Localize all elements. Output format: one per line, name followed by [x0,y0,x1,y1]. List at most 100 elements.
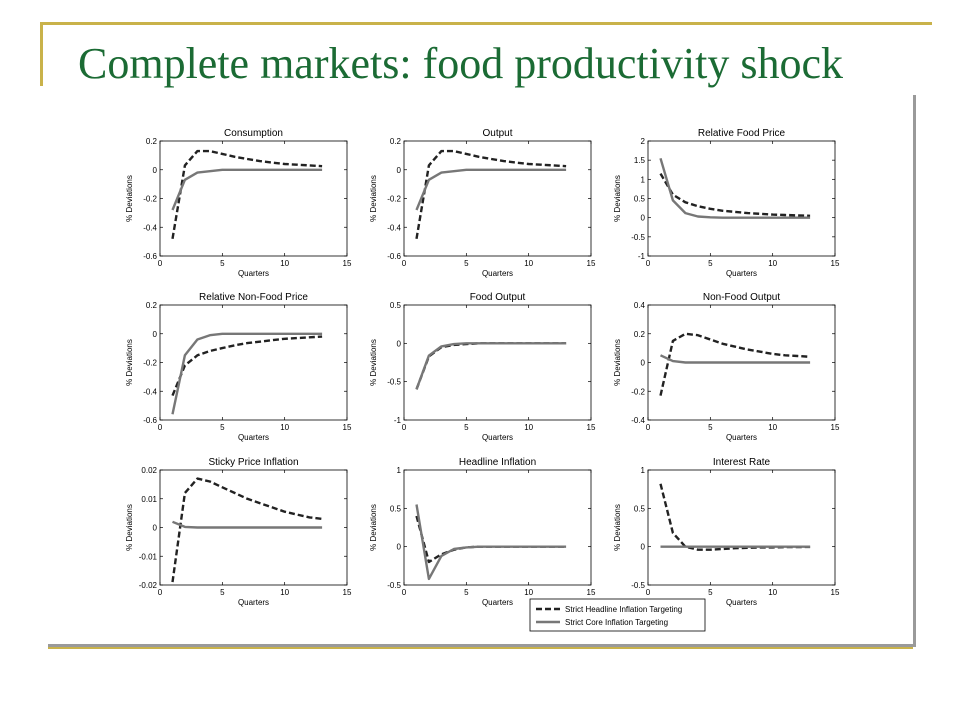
subplot-relative-non-food-price: 0 5 10 15 -0.6 -0.4 -0.2 0 0.2 Relative Non-Food … [125,292,352,442]
legend-label-core: Strict Core Inflation Targeting [565,618,668,627]
y-tick-label: 0.5 [634,504,646,513]
subplot-title: Output [482,128,512,139]
slide-title: Complete markets: food productivity shoc… [78,39,843,88]
x-tick-label: 10 [524,259,533,268]
y-tick-label: 0.01 [141,495,157,504]
series-headline-line [659,172,811,217]
y-axis-label: % Deviations [125,504,134,551]
subplot-relative-food-price: 0 5 10 15 -1 -0.5 0 0.5 1 1.5 2 Relative Food Price… [613,128,840,278]
y-tick-label: -0.5 [631,233,645,242]
subplot-title: Consumption [224,128,283,139]
y-tick-label: 1 [641,466,646,475]
series-core-line [659,354,811,364]
x-axis-label: Quarters [726,598,757,607]
x-tick-label: 0 [158,423,163,432]
x-tick-label: 0 [158,259,163,268]
x-axis-label: Quarters [482,269,513,278]
y-tick-label: 0.4 [634,301,646,310]
x-tick-label: 5 [220,259,225,268]
x-axis-label: Quarters [238,433,269,442]
left-rule [40,22,43,86]
subplot-consumption: 0 5 10 15 -0.6 -0.4 -0.2 0 0.2 Consumption Quarter… [125,128,352,278]
y-axis-label: % Deviations [369,339,378,386]
x-tick-label: 0 [402,588,407,597]
y-tick-label: -1 [394,416,402,425]
series-core-line [659,157,811,219]
plot-frame [403,304,592,421]
y-tick-label: 1 [397,466,402,475]
series-headline-line [171,335,323,397]
x-tick-label: 5 [220,588,225,597]
x-tick-label: 15 [831,588,840,597]
subplot-title: Interest Rate [713,457,771,468]
x-tick-label: 10 [524,588,533,597]
y-tick-label: -0.2 [631,387,645,396]
series-core-line [415,342,567,390]
x-axis-label: Quarters [482,433,513,442]
y-tick-label: -0.2 [143,195,157,204]
y-tick-label: -0.4 [143,223,157,232]
y-axis-label: % Deviations [125,339,134,386]
series-core-line [172,520,323,529]
series-core-line [415,504,567,581]
impulse-response-figure: 0 5 10 15-0.6-0.4-0.200.2ConsumptionQuarter… [125,128,840,632]
y-tick-label: -0.2 [387,195,401,204]
plot-frame [403,140,592,257]
bottom-rule [48,647,913,649]
x-axis-label: Quarters [238,269,269,278]
subplot-title: Food Output [470,292,526,303]
y-tick-label: -0.6 [143,416,157,425]
y-tick-label: 0 [641,543,646,552]
y-tick-label: 2 [641,137,646,146]
x-tick-label: 0 [158,588,163,597]
y-tick-label: -0.6 [143,252,157,261]
series-headline-line [659,332,811,396]
y-tick-label: 1.5 [634,156,646,165]
y-tick-label: -0.2 [143,359,157,368]
y-axis-label: % Deviations [125,175,134,222]
subplot-title: Relative Non-Food Price [199,292,308,303]
series-headline-line [171,149,323,239]
x-tick-label: 10 [768,259,777,268]
legend: Strict Headline Inflation Targeting Stric… [529,598,706,632]
y-tick-label: -0.6 [387,252,401,261]
y-tick-label: -1 [638,252,646,261]
subplot-sticky-price-inflation: 0 5 10 15 -0.02 -0.01 0 0.01 0.02 Sticky Price In… [125,457,352,607]
x-axis-label: Quarters [726,433,757,442]
x-tick-label: 15 [587,259,596,268]
subplot-output: 0 5 10 15 -0.6 -0.4 -0.2 0 0.2 Output Quarters % De… [369,128,596,278]
plot-frame [403,469,592,586]
series-headline-line [171,477,323,583]
y-tick-label: -0.5 [387,378,401,387]
y-tick-label: 0 [641,359,646,368]
x-tick-label: 15 [343,259,352,268]
x-axis-label: Quarters [238,598,269,607]
y-tick-label: 0 [153,330,158,339]
x-tick-label: 10 [768,588,777,597]
x-tick-label: 10 [280,423,289,432]
subplot-food-output: 0 5 10 15 -1 -0.5 0 0.5 Food Output Quarters % Dev… [369,292,596,442]
x-tick-label: 15 [343,423,352,432]
plot-frame [647,469,836,586]
x-tick-label: 15 [587,423,596,432]
y-tick-label: 0.5 [390,301,402,310]
y-tick-label: -0.4 [143,387,157,396]
x-tick-label: 0 [402,259,407,268]
y-tick-label: 0.5 [634,195,646,204]
x-tick-label: 10 [280,259,289,268]
x-tick-label: 0 [646,588,651,597]
y-tick-label: 0.02 [141,466,157,475]
y-tick-label: 1 [641,175,646,184]
x-tick-label: 0 [402,423,407,432]
y-tick-label: -0.5 [387,581,401,590]
y-tick-label: 0.5 [390,504,402,513]
subplot-non-food-output: 0 5 10 15 -0.4 -0.2 0 0.2 0.4 Non-Food Output Quar… [613,292,840,442]
subplot-title: Non-Food Output [703,292,780,303]
legend-label-headline: Strict Headline Inflation Targeting [565,605,682,614]
y-tick-label: 0.2 [146,137,158,146]
series-headline-line [659,483,811,551]
y-tick-label: -0.4 [387,223,401,232]
y-axis-label: % Deviations [613,504,622,551]
y-tick-label: 0 [641,214,646,223]
